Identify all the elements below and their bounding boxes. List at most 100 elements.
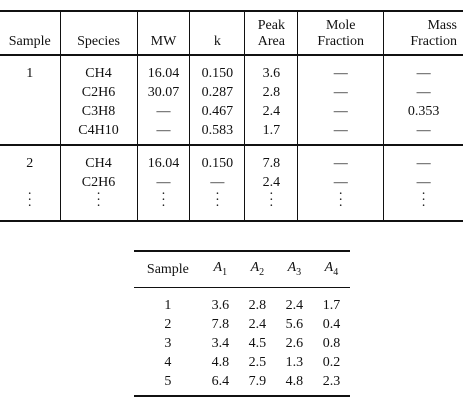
header-a1: A1 [201,249,239,288]
table-row: 2 CH4 16.04 0.150 7.8 — — [0,145,463,173]
cell-a3: 5.6 [285,316,304,332]
cell-a4: 0.8 [322,335,341,351]
cell-mole: — [297,145,385,173]
header-species: Species [60,10,138,56]
cell-mole: — [297,121,385,146]
vertical-ellipsis-icon: · · · [0,188,61,222]
cell-a1: 7.8 [211,316,230,332]
vertical-ellipsis-icon: · · · [297,188,385,222]
cell-sample: 2 [0,145,61,173]
header-row: Sample A1 A2 A3 A4 [134,249,350,288]
cell-species: CH4 [60,55,138,83]
header-mass-fraction: Mass Fraction [383,10,463,56]
vertical-ellipsis-icon: · · · [60,188,138,222]
header-a4: A4 [312,249,350,288]
cell-a4: 0.4 [322,316,341,332]
cell-a4: 1.7 [322,297,341,313]
cell-mass: — [383,121,463,146]
cell-a2: 2.4 [248,316,267,332]
cell-a2: 7.9 [238,371,276,397]
cell-sample [0,102,61,121]
vertical-ellipsis-icon: · · · [383,188,463,222]
header-peak-area: Peak Area [244,10,299,56]
cell-sample: 5 [134,371,202,397]
cell-mass: 0.353 [407,104,440,119]
cell-sample: 1 [0,55,61,83]
cell-peak: 2.4 [244,173,299,192]
cell-k: 0.287 [189,83,246,102]
cell-peak: 2.8 [244,83,299,102]
cell-species: C4H10 [60,121,138,146]
cell-mole: — [297,102,385,121]
cell-mass: — [416,85,431,100]
cell-mw: 16.04 [137,55,191,83]
cell-sample: 2 [164,316,172,332]
cell-peak: 1.7 [244,121,299,146]
cell-k: 0.583 [189,121,246,146]
cell-a1: 3.6 [211,297,230,313]
header-mole-fraction: Mole Fraction [297,10,385,56]
cell-k: 0.150 [189,55,246,83]
cell-mw: — [137,102,191,121]
vertical-ellipsis-icon: · · · [189,188,246,222]
cell-mass: — [416,156,431,171]
cell-sample [0,173,61,192]
species-data-table: Sample Species MW k Peak Area Mole Fractio… [0,10,463,222]
table-row: C2H6 30.07 0.287 2.8 — — [0,83,463,102]
cell-sample: 3 [164,335,172,351]
table-row: 4 4.8 2.5 1.3 0.2 [134,353,350,372]
cell-mole: — [297,83,385,102]
cell-a2: 2.5 [248,354,267,370]
cell-a1: 6.4 [201,371,239,397]
cell-a2: 4.5 [248,335,267,351]
table-row: 1 CH4 16.04 0.150 3.6 — — [0,55,463,83]
cell-sample: 1 [164,297,172,313]
cell-k: — [189,173,246,192]
cell-a4: 2.3 [312,371,350,397]
header-sample: Sample [0,10,61,56]
header-row: Sample Species MW k Peak Area Mole Fractio… [0,10,463,56]
cell-a1: 4.8 [211,354,230,370]
cell-mw: — [137,121,191,146]
cell-k: 0.467 [189,102,246,121]
table-row: 2 7.8 2.4 5.6 0.4 [134,315,350,334]
cell-a2: 2.8 [248,297,267,313]
header-mw: MW [137,10,191,56]
table-row: 5 6.4 7.9 4.8 2.3 [134,371,350,397]
cell-a3: 2.4 [285,297,304,313]
cell-peak: 3.6 [244,55,299,83]
cell-sample [0,121,61,146]
peak-area-table: Sample A1 A2 A3 A4 1 3.6 2.8 2.4 1.7 2 7… [134,249,350,397]
header-a2: A2 [238,249,276,288]
cell-peak: 7.8 [244,145,299,173]
cell-a3: 4.8 [275,371,313,397]
cell-a1: 3.4 [211,335,230,351]
table-row: C3H8 — 0.467 2.4 — 0.353 [0,102,463,121]
cell-k: 0.150 [189,145,246,173]
cell-a3: 1.3 [285,354,304,370]
table-row: 3 3.4 4.5 2.6 0.8 [134,334,350,353]
cell-species: C2H6 [60,173,138,192]
cell-sample: 4 [164,354,172,370]
cell-mass: — [416,175,431,190]
cell-mole: — [297,173,385,192]
cell-a4: 0.2 [322,354,341,370]
table-row-ellipsis: · · · · · · · · · · · · · · · · · · · · · [0,188,463,222]
table-row: 1 3.6 2.8 2.4 1.7 [134,287,350,315]
cell-species: CH4 [60,145,138,173]
cell-sample [0,83,61,102]
cell-peak: 2.4 [244,102,299,121]
table-row: C2H6 — — 2.4 — — [0,173,463,192]
vertical-ellipsis-icon: · · · [137,188,191,222]
header-a3: A3 [275,249,313,288]
cell-mole: — [297,55,385,83]
cell-a3: 2.6 [285,335,304,351]
header-sample: Sample [134,249,202,288]
cell-species: C3H8 [60,102,138,121]
cell-mw: — [137,173,191,192]
header-k: k [189,10,246,56]
cell-species: C2H6 [60,83,138,102]
vertical-ellipsis-icon: · · · [244,188,299,222]
table-row: C4H10 — 0.583 1.7 — — [0,121,463,146]
cell-mw: 30.07 [137,83,191,102]
